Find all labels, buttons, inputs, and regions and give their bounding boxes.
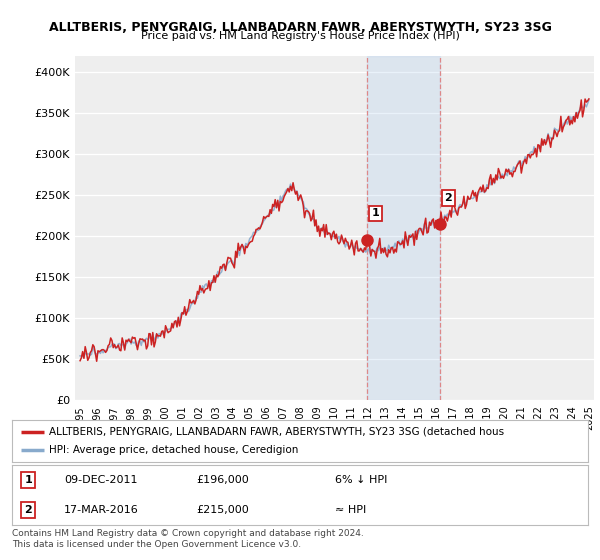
Text: HPI: Average price, detached house, Ceredigion: HPI: Average price, detached house, Cere… (49, 445, 299, 455)
Text: Contains HM Land Registry data © Crown copyright and database right 2024.
This d: Contains HM Land Registry data © Crown c… (12, 529, 364, 549)
Text: 17-MAR-2016: 17-MAR-2016 (64, 505, 139, 515)
Text: 2: 2 (24, 505, 32, 515)
Text: ≈ HPI: ≈ HPI (335, 505, 366, 515)
Text: Price paid vs. HM Land Registry's House Price Index (HPI): Price paid vs. HM Land Registry's House … (140, 31, 460, 41)
Text: 6% ↓ HPI: 6% ↓ HPI (335, 475, 387, 485)
Text: 1: 1 (24, 475, 32, 485)
Text: 2: 2 (445, 193, 452, 203)
Text: 09-DEC-2011: 09-DEC-2011 (64, 475, 137, 485)
Text: 1: 1 (371, 208, 379, 218)
Text: £215,000: £215,000 (196, 505, 249, 515)
Text: ALLTBERIS, PENYGRAIG, LLANBADARN FAWR, ABERYSTWYTH, SY23 3SG: ALLTBERIS, PENYGRAIG, LLANBADARN FAWR, A… (49, 21, 551, 34)
Bar (367, 56, 440, 400)
Text: ALLTBERIS, PENYGRAIG, LLANBADARN FAWR, ABERYSTWYTH, SY23 3SG (detached hous: ALLTBERIS, PENYGRAIG, LLANBADARN FAWR, A… (49, 427, 505, 437)
Text: £196,000: £196,000 (196, 475, 249, 485)
